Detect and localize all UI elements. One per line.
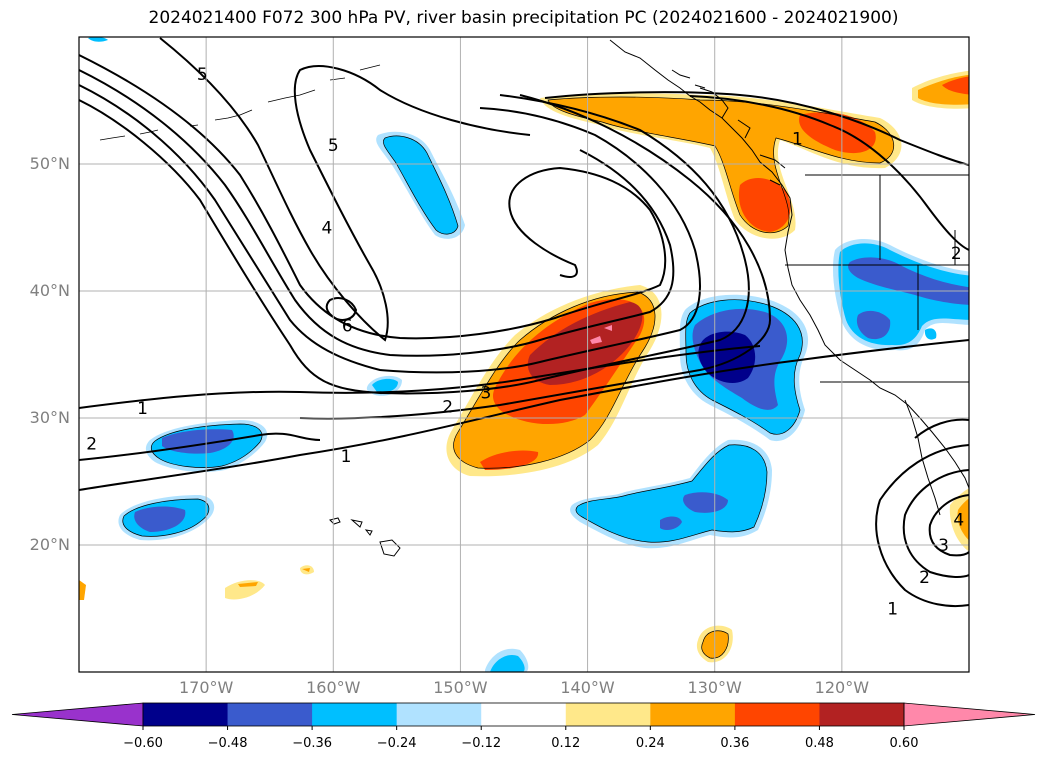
lon-tick-label: 150°W (433, 678, 488, 697)
contour-label: 6 (342, 316, 353, 336)
colorbar-tick-label: −0.24 (376, 736, 417, 751)
colorbar (11, 702, 1036, 730)
contour-label: 1 (341, 447, 352, 467)
colorbar-tick-label: −0.60 (123, 736, 163, 751)
contour-label: 2 (442, 398, 453, 418)
colorbar-segment (396, 703, 482, 726)
pv-contours (79, 37, 969, 608)
lon-tick-label: 160°W (306, 678, 361, 697)
lon-tick-label: 170°W (178, 678, 234, 697)
precip-outline (122, 96, 895, 659)
map-frame (78, 36, 970, 673)
colorbar-segment (312, 703, 398, 726)
colorbar-extend-high (903, 702, 1036, 727)
colorbar-segment (143, 703, 229, 726)
colorbar-tick-label: 0.12 (551, 736, 581, 751)
plot-title: 2024021400 F072 300 hPa PV, river basin … (148, 8, 899, 28)
colorbar-tick-label: −0.12 (461, 736, 502, 751)
colorbar-tick-label: −0.48 (207, 736, 248, 751)
contour-label: 4 (953, 511, 964, 531)
colorbar-segment (819, 703, 905, 726)
precip-shading (79, 37, 969, 672)
lat-tick-label: 30°N (29, 408, 70, 427)
contour-label: 5 (328, 136, 339, 156)
colorbar-tick-label: 0.36 (720, 736, 750, 751)
contour-label: 3 (938, 536, 949, 556)
lon-tick-label: 120°W (814, 678, 870, 697)
colorbar-segment (565, 703, 651, 726)
contour-label: 1 (887, 600, 898, 620)
contour-label: 4 (322, 219, 333, 239)
hawaii (329, 517, 401, 557)
contour-label: 2 (86, 434, 97, 454)
lat-tick-label: 50°N (29, 154, 70, 173)
colorbar-tick-label: −0.36 (292, 736, 333, 751)
colorbar-tick-label: 0.24 (635, 736, 665, 751)
contour-label: 5 (197, 65, 208, 85)
colorbar-tick-label: 0.48 (804, 736, 834, 751)
lat-tick-label: 20°N (29, 535, 70, 554)
aleutians (99, 64, 381, 141)
contour-label: 1 (792, 130, 803, 150)
contour-label: 3 (480, 384, 491, 404)
lon-tick-label: 140°W (560, 678, 615, 697)
lon-tick-label: 130°W (687, 678, 742, 697)
colorbar-segment (227, 703, 313, 726)
contour-label: 1 (137, 399, 148, 419)
gridlines (79, 37, 969, 672)
lat-tick-label: 40°N (29, 281, 70, 300)
colorbar-tick-label: 0.60 (889, 736, 919, 751)
contour-label: 2 (951, 244, 962, 264)
colorbar-segment (481, 703, 567, 726)
colorbar-segment (734, 703, 820, 726)
colorbar-extend-low (11, 702, 144, 727)
colorbar-segment (650, 703, 736, 726)
contour-label: 2 (919, 568, 930, 588)
